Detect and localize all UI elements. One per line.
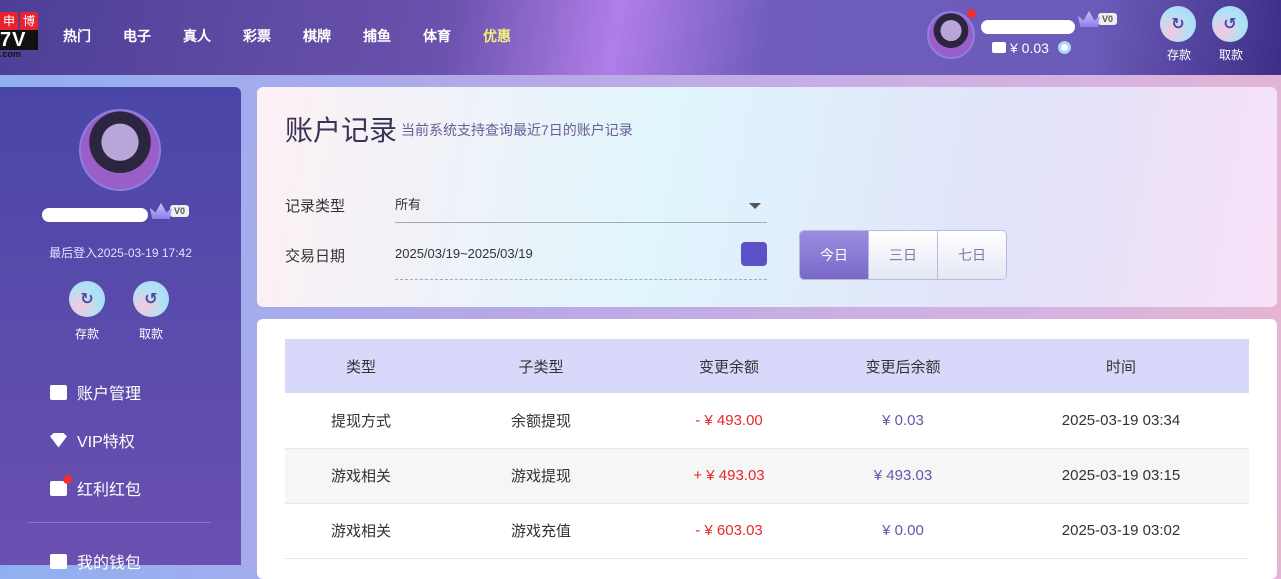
- calendar-icon[interactable]: [741, 242, 767, 266]
- col-type: 类型: [285, 339, 437, 393]
- main-nav: 热门 电子 真人 彩票 棋牌 捕鱼 体育 优惠: [63, 26, 512, 46]
- vip-level: V0: [1098, 13, 1118, 25]
- vip-badge: V0: [150, 203, 190, 219]
- header-deposit-button[interactable]: ↻ 存款: [1160, 6, 1198, 63]
- top-bar: 申博 7V .com 热门 电子 真人 彩票 棋牌 捕鱼 体育 优惠 V0 ¥ …: [0, 0, 1281, 75]
- wallet-icon: [50, 553, 67, 569]
- withdraw-icon: ↺: [133, 281, 169, 317]
- date-range-input[interactable]: 2025/03/19~2025/03/19: [395, 242, 767, 280]
- cell-time: 2025-03-19 03:15: [993, 448, 1249, 504]
- cell-balance: ¥ 0.00: [813, 503, 993, 559]
- sidebar-item-account[interactable]: 账户管理: [50, 380, 141, 404]
- refresh-balance-icon[interactable]: [1058, 41, 1071, 54]
- withdraw-label: 取款: [138, 327, 163, 341]
- page-subtitle: 当前系统支持查询最近7日的账户记录: [401, 122, 633, 138]
- record-type-label: 记录类型: [285, 198, 346, 215]
- crown-icon: [150, 203, 172, 219]
- card-icon: [50, 384, 67, 400]
- menu-label: 账户管理: [77, 386, 142, 403]
- withdraw-label: 取款: [1218, 48, 1243, 62]
- table-row: 游戏相关 游戏充值 - ¥ 603.03 ¥ 0.00 2025-03-19 0…: [285, 503, 1249, 559]
- username-masked: [42, 208, 148, 222]
- sidebar-deposit-button[interactable]: ↻ 存款: [69, 281, 105, 342]
- records-card: 类型 子类型 变更余额 变更后余额 时间 提现方式 余额提现 - ¥ 493.0…: [257, 319, 1277, 579]
- range-today[interactable]: 今日: [800, 231, 868, 279]
- sidebar: V0 最后登入2025-03-19 17:42 ↻ 存款 ↺ 取款 账户管理 V…: [0, 87, 241, 572]
- nav-fishing[interactable]: 捕鱼: [363, 28, 391, 44]
- cell-type: 游戏相关: [285, 503, 437, 559]
- crown-icon: [1078, 11, 1100, 27]
- cell-time: 2025-03-19 03:02: [993, 503, 1249, 559]
- cell-change: - ¥ 603.03: [645, 503, 813, 559]
- records-table: 类型 子类型 变更余额 变更后余额 时间 提现方式 余额提现 - ¥ 493.0…: [285, 339, 1249, 559]
- filter-panel: 账户记录 当前系统支持查询最近7日的账户记录 记录类型 所有 交易日期 2025…: [257, 87, 1277, 307]
- col-subtype: 子类型: [437, 339, 645, 393]
- sidebar-avatar[interactable]: [79, 109, 161, 191]
- nav-cards[interactable]: 棋牌: [303, 28, 331, 44]
- header-avatar[interactable]: [927, 11, 975, 59]
- logo-char: 博: [20, 12, 38, 30]
- wallet-icon: [992, 42, 1006, 53]
- cell-type: 游戏相关: [285, 448, 437, 504]
- record-type-select[interactable]: 所有: [395, 193, 767, 223]
- menu-label: 我的钱包: [77, 555, 142, 572]
- withdraw-icon: ↺: [1212, 6, 1248, 42]
- sidebar-item-bonus[interactable]: 红利红包: [50, 474, 142, 500]
- deposit-label: 存款: [1166, 48, 1191, 62]
- nav-lottery[interactable]: 彩票: [243, 28, 271, 44]
- deposit-label: 存款: [74, 327, 99, 341]
- envelope-icon: [50, 474, 72, 496]
- logo-text: 7V: [0, 30, 38, 50]
- cell-change: - ¥ 493.00: [645, 393, 813, 449]
- col-change: 变更余额: [645, 339, 813, 393]
- sidebar-withdraw-button[interactable]: ↺ 取款: [133, 281, 169, 342]
- nav-hot[interactable]: 热门: [63, 28, 91, 44]
- cell-change: + ¥ 493.03: [645, 448, 813, 504]
- table-header: 类型 子类型 变更余额 变更后余额 时间: [285, 339, 1249, 393]
- date-label: 交易日期: [285, 248, 346, 265]
- table-row: 提现方式 余额提现 - ¥ 493.00 ¥ 0.03 2025-03-19 0…: [285, 393, 1249, 449]
- nav-slots[interactable]: 电子: [123, 28, 151, 44]
- record-type-value: 所有: [395, 197, 422, 212]
- logo-char: 申: [0, 12, 18, 30]
- nav-sports[interactable]: 体育: [423, 28, 451, 44]
- sidebar-divider: [28, 522, 211, 523]
- cell-time: 2025-03-19 03:34: [993, 393, 1249, 449]
- logo[interactable]: 申博 7V .com: [0, 12, 38, 59]
- vip-badge: V0: [1078, 11, 1118, 27]
- nav-live[interactable]: 真人: [183, 28, 211, 44]
- range-3-days[interactable]: 三日: [868, 231, 937, 279]
- last-login: 最后登入2025-03-19 17:42: [49, 246, 192, 260]
- deposit-icon: ↻: [1160, 6, 1196, 42]
- col-balance: 变更后余额: [813, 339, 993, 393]
- vip-level: V0: [170, 205, 190, 217]
- date-range-value: 2025/03/19~2025/03/19: [395, 246, 533, 261]
- page-title: 账户记录: [285, 115, 398, 146]
- range-7-days[interactable]: 七日: [937, 231, 1006, 279]
- menu-label: 红利红包: [77, 482, 142, 499]
- deposit-icon: ↻: [69, 281, 105, 317]
- chevron-down-icon: [749, 203, 761, 209]
- diamond-icon: [50, 432, 67, 448]
- cell-balance: ¥ 0.03: [813, 393, 993, 449]
- date-range-toggle: 今日 三日 七日: [799, 230, 1007, 280]
- cell-type: 提现方式: [285, 393, 437, 449]
- cell-subtype: 游戏充值: [437, 503, 645, 559]
- col-time: 时间: [993, 339, 1249, 393]
- header-withdraw-button[interactable]: ↺ 取款: [1212, 6, 1250, 63]
- table-row: 游戏相关 游戏提现 + ¥ 493.03 ¥ 493.03 2025-03-19…: [285, 448, 1249, 504]
- sidebar-item-wallet[interactable]: 我的钱包: [50, 549, 141, 573]
- menu-label: VIP特权: [77, 434, 135, 451]
- nav-promotions[interactable]: 优惠: [483, 28, 511, 44]
- cell-balance: ¥ 493.03: [813, 448, 993, 504]
- cell-subtype: 余额提现: [437, 393, 645, 449]
- sidebar-item-vip[interactable]: VIP特权: [50, 428, 135, 452]
- notification-dot: [967, 9, 976, 18]
- cell-subtype: 游戏提现: [437, 448, 645, 504]
- logo-domain: .com: [0, 49, 22, 59]
- badge-dot: [63, 474, 72, 484]
- username-masked: [981, 20, 1075, 34]
- header-balance: ¥ 0.03: [1010, 40, 1049, 56]
